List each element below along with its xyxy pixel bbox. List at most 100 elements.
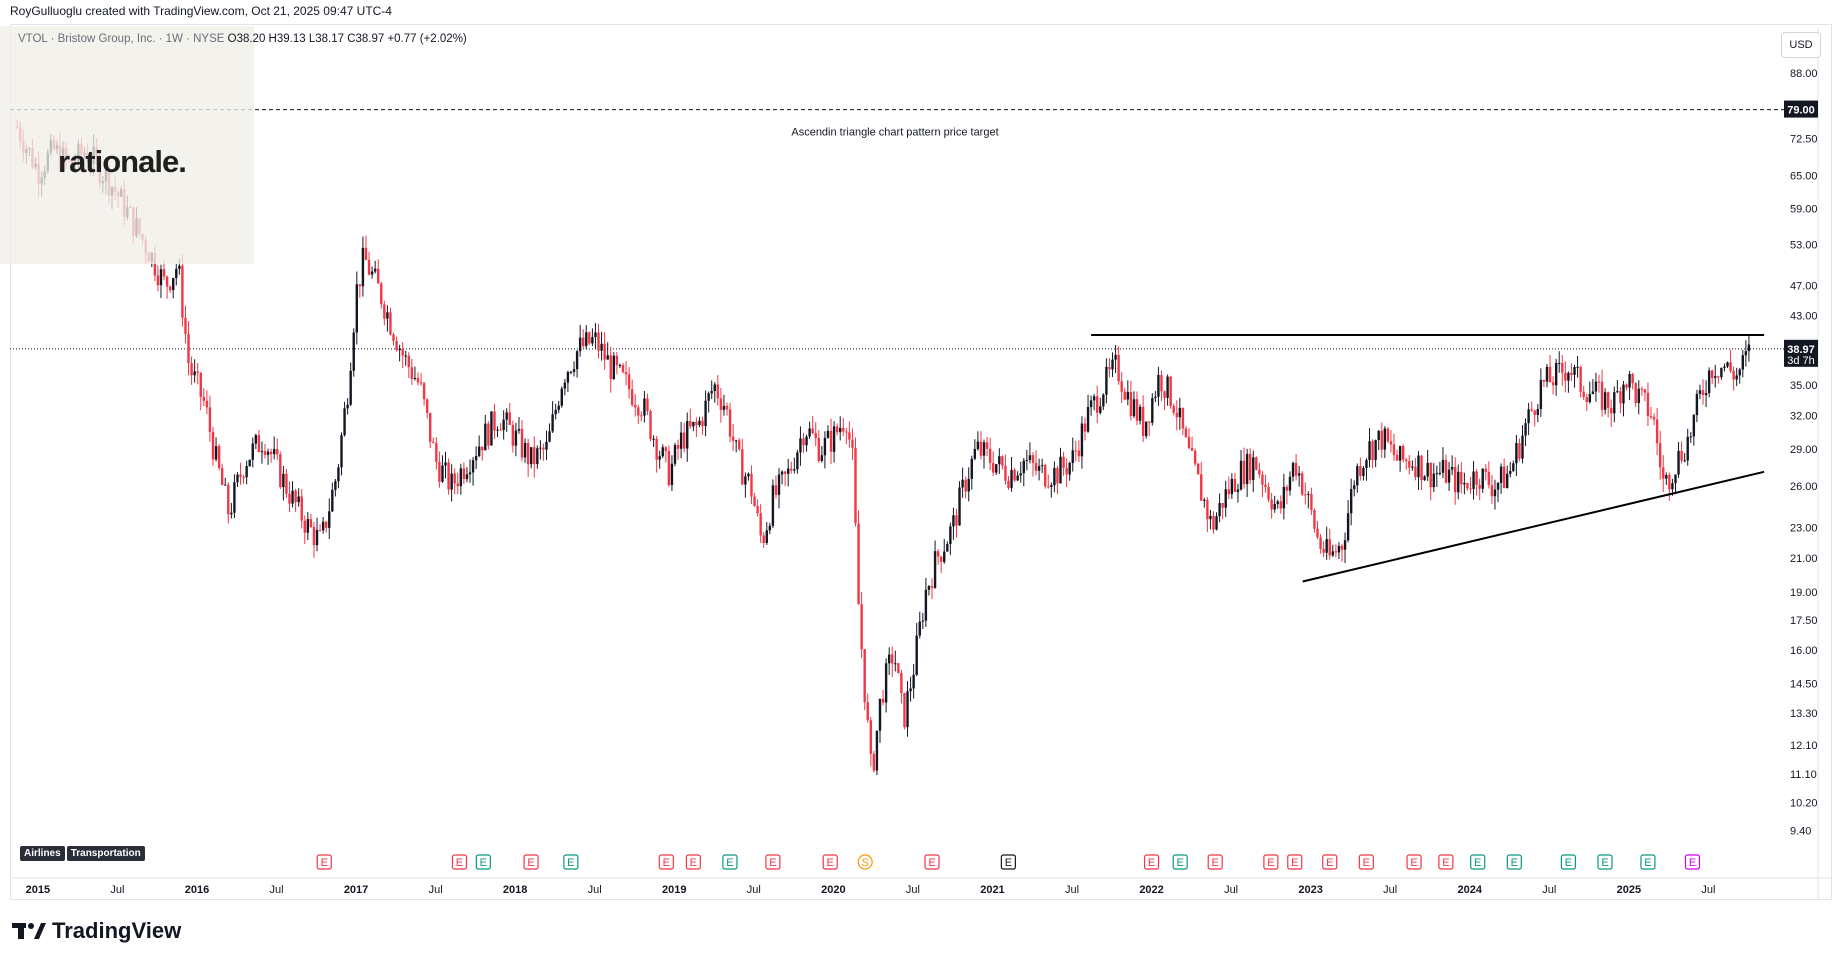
earnings-event-icon[interactable] bbox=[563, 854, 579, 870]
candle-body bbox=[1273, 503, 1276, 510]
candle-body bbox=[869, 720, 873, 754]
candle-body bbox=[686, 421, 689, 449]
earnings-event-icon[interactable] bbox=[1322, 854, 1338, 870]
candle-body bbox=[670, 463, 674, 486]
support-trendline[interactable] bbox=[1302, 470, 1765, 583]
candle-body bbox=[1506, 473, 1509, 488]
earnings-event-icon[interactable] bbox=[722, 854, 738, 870]
earnings-event-icon[interactable] bbox=[1263, 854, 1279, 870]
candle-body bbox=[1304, 494, 1307, 496]
candle-body bbox=[514, 430, 518, 446]
earnings-event-icon[interactable] bbox=[475, 854, 491, 870]
candle-body bbox=[529, 447, 533, 465]
candle-body bbox=[1496, 482, 1500, 490]
candle-body bbox=[1710, 370, 1714, 378]
candle-body bbox=[985, 442, 989, 449]
candle-body bbox=[1533, 410, 1536, 415]
earnings-event-icon[interactable] bbox=[1438, 854, 1454, 870]
candle-body bbox=[1466, 482, 1469, 489]
candle-body bbox=[802, 438, 805, 446]
candle-body bbox=[649, 410, 652, 439]
candle-body bbox=[646, 398, 649, 411]
candle-body bbox=[744, 476, 747, 485]
candle-body bbox=[312, 527, 316, 546]
event-letter: E bbox=[1565, 857, 1572, 869]
earnings-event-icon[interactable] bbox=[1684, 854, 1701, 870]
earnings-event-icon[interactable] bbox=[1358, 854, 1374, 870]
earnings-event-icon[interactable] bbox=[1000, 854, 1016, 870]
tradingview-wordmark: TradingView bbox=[52, 918, 182, 943]
earnings-event-icon[interactable] bbox=[765, 854, 781, 870]
candle-body bbox=[1040, 465, 1044, 467]
candle-body bbox=[1518, 443, 1521, 459]
candle-body bbox=[404, 355, 407, 357]
candle-body bbox=[747, 473, 750, 477]
last-price-marker bbox=[1784, 339, 1818, 367]
candle-body bbox=[401, 348, 404, 356]
earnings-event-icon[interactable] bbox=[924, 854, 940, 870]
candle-body bbox=[321, 521, 325, 531]
tag-transportation[interactable]: Transportation bbox=[66, 846, 145, 861]
earnings-event-icon[interactable] bbox=[1597, 854, 1613, 870]
candle-body bbox=[988, 448, 992, 464]
earnings-event-icon[interactable] bbox=[1207, 854, 1223, 870]
earnings-event-icon[interactable] bbox=[1143, 854, 1160, 870]
candle-body bbox=[578, 337, 582, 352]
candle-body bbox=[499, 429, 502, 431]
earnings-event-icon[interactable] bbox=[1406, 854, 1422, 870]
y-tick-label: 11.10 bbox=[1790, 769, 1817, 781]
candle-body bbox=[1270, 499, 1273, 510]
candle-body bbox=[698, 420, 701, 426]
candle-body bbox=[1490, 485, 1494, 497]
currency-button[interactable]: USD bbox=[1781, 32, 1821, 58]
candle-body bbox=[998, 456, 1001, 465]
tag-airlines[interactable]: Airlines bbox=[20, 846, 65, 861]
candle-body bbox=[1010, 469, 1013, 488]
candle-body bbox=[728, 409, 732, 437]
candle-body bbox=[248, 459, 251, 467]
earnings-event-icon[interactable] bbox=[658, 854, 674, 870]
candle-body bbox=[640, 415, 643, 417]
candle-body bbox=[768, 525, 772, 531]
x-tick-label: 2023 bbox=[1298, 884, 1322, 896]
earnings-event-icon[interactable] bbox=[1172, 854, 1188, 870]
candle-body bbox=[1331, 551, 1335, 556]
candle-body bbox=[1536, 409, 1540, 415]
earnings-event-icon[interactable] bbox=[1506, 854, 1522, 870]
dividend-event-icon[interactable] bbox=[857, 854, 873, 870]
candle-body bbox=[1616, 391, 1619, 393]
candle-body bbox=[508, 412, 511, 425]
candle-body bbox=[572, 369, 576, 372]
earnings-event-icon[interactable] bbox=[685, 854, 701, 870]
earnings-event-icon[interactable] bbox=[1287, 854, 1303, 870]
symbol-label[interactable]: VTOL · Bristow Group, Inc. · 1W · NYSE bbox=[18, 33, 225, 45]
earnings-event-icon[interactable] bbox=[1640, 854, 1656, 870]
earnings-event-icon[interactable] bbox=[1560, 854, 1576, 870]
earnings-event-icon[interactable] bbox=[451, 854, 468, 870]
candle-body bbox=[450, 473, 453, 490]
earnings-event-icon[interactable] bbox=[316, 854, 332, 870]
candle-body bbox=[1233, 478, 1237, 492]
event-letter: E bbox=[1005, 857, 1012, 869]
earnings-event-icon[interactable] bbox=[523, 854, 539, 870]
event-letter: E bbox=[663, 857, 670, 869]
candle-body bbox=[1258, 469, 1261, 475]
candle-body bbox=[1463, 482, 1466, 485]
candle-body bbox=[612, 355, 616, 380]
candle-body bbox=[1288, 476, 1292, 491]
candle-body bbox=[1279, 501, 1282, 509]
earnings-event-icon[interactable] bbox=[822, 854, 838, 870]
candle-body bbox=[1056, 468, 1059, 484]
candle-body bbox=[1622, 384, 1625, 404]
earnings-event-icon[interactable] bbox=[1470, 854, 1486, 870]
candle-body bbox=[1053, 468, 1056, 486]
y-tick-label: 35.00 bbox=[1790, 380, 1818, 392]
y-tick-label: 19.00 bbox=[1790, 587, 1818, 599]
candle-body bbox=[517, 428, 521, 431]
candle-body bbox=[823, 437, 827, 456]
candle-body bbox=[429, 412, 432, 442]
candle-body bbox=[1120, 381, 1123, 392]
candle-body bbox=[1567, 372, 1570, 381]
candle-body bbox=[266, 451, 270, 455]
